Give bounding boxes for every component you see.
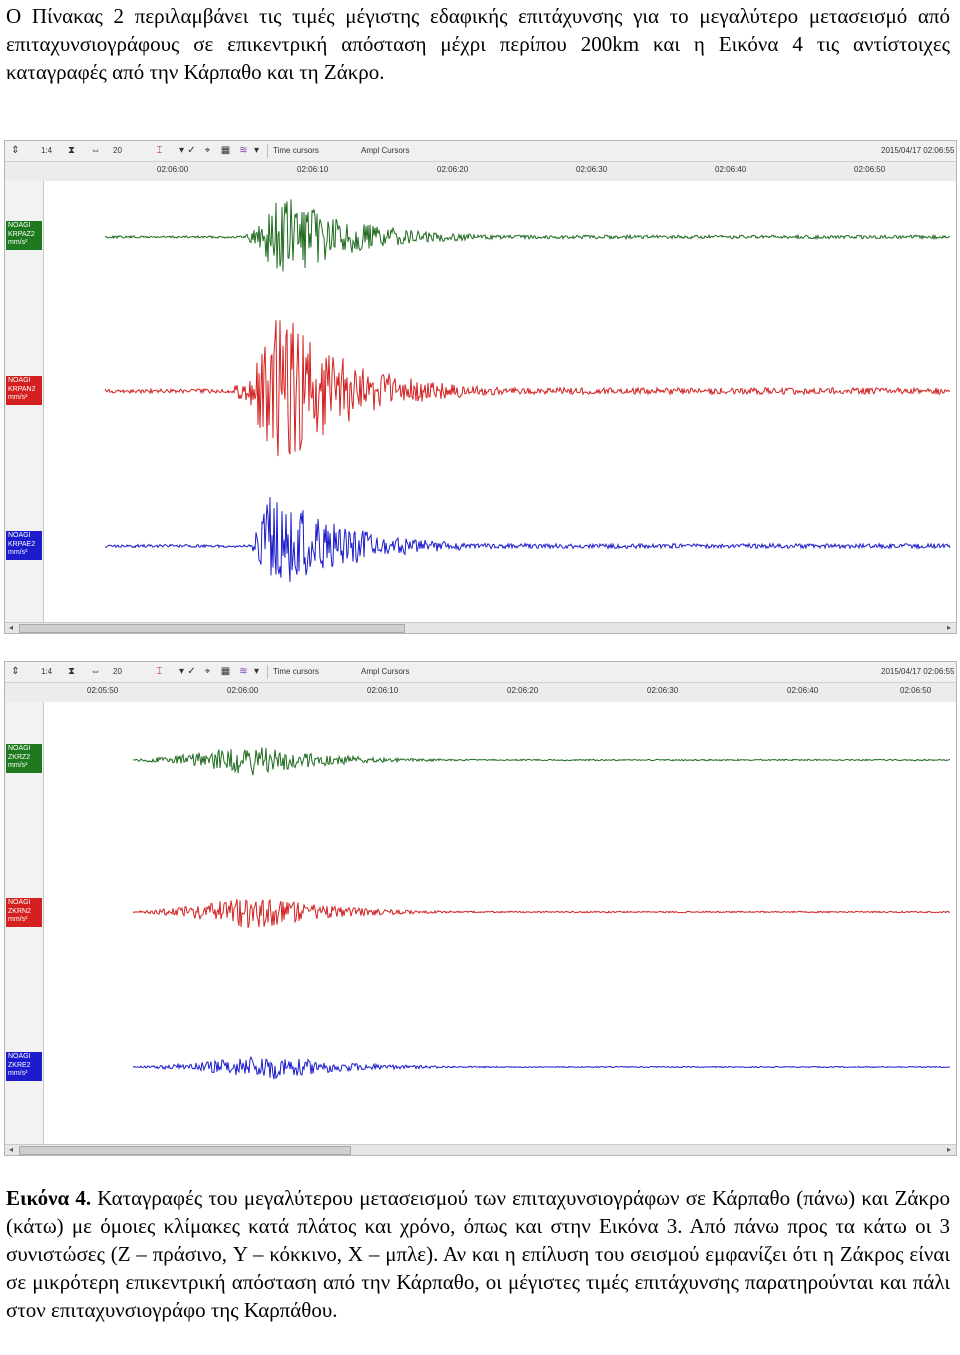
crosshair-icon[interactable]: ⌖	[204, 145, 211, 156]
waveform-trace	[104, 497, 951, 582]
channel-label-zkrz2[interactable]: NOAGI ZKRZ2 mm/s²	[6, 744, 42, 773]
channel-label-zkrn2[interactable]: NOAGI ZKRN2 mm/s²	[6, 898, 42, 927]
checkmark-icon[interactable]: ✓	[187, 145, 196, 156]
viewer-toolbar: ⇕ 1:4 ⧗ ⇔ 20 ⌶ ▾ ✓ ⌖ ▦ ≋ ▾ Time cursors …	[5, 662, 956, 683]
figure-caption: Εικόνα 4. Καταγραφές του μεγαλύτερου μετ…	[6, 1184, 950, 1324]
scrollbar-thumb[interactable]	[19, 1146, 351, 1155]
time-tick: 02:05:50	[87, 686, 119, 695]
pick-cursor-icon[interactable]: ⌶	[156, 145, 163, 156]
time-axis: 02:06:00 02:06:10 02:06:20 02:06:30 02:0…	[5, 162, 956, 180]
filter-icon[interactable]: ≋	[239, 145, 248, 156]
count-value[interactable]: 20	[113, 667, 122, 676]
caption-label: Εικόνα 4.	[6, 1186, 92, 1210]
time-tick: 02:06:50	[900, 686, 932, 695]
time-tick: 02:06:50	[854, 165, 886, 174]
dropdown-arrow-icon[interactable]: ▾	[253, 666, 260, 677]
time-tick: 02:06:40	[787, 686, 819, 695]
time-tick: 02:06:10	[367, 686, 399, 695]
channel-label-zkre2[interactable]: NOAGI ZKRE2 mm/s²	[6, 1052, 42, 1081]
scale-value[interactable]: 1:4	[41, 667, 53, 676]
waveform-plot	[132, 747, 951, 1080]
filter-icon[interactable]: ≋	[239, 666, 248, 677]
time-tick: 02:06:30	[576, 165, 608, 174]
time-tick: 02:06:10	[297, 165, 329, 174]
time-tick: 02:06:30	[647, 686, 679, 695]
time-tick: 02:06:20	[437, 165, 469, 174]
horizontal-scrollbar[interactable]: ◂ ▸	[5, 622, 956, 633]
ampl-cursors-label[interactable]: Ampl Cursors	[361, 667, 410, 676]
time-axis: 02:05:50 02:06:00 02:06:10 02:06:20 02:0…	[5, 683, 956, 701]
viewer-toolbar: ⇕ 1:4 ⧗ ⇔ 20 ⌶ ▾ ✓ ⌖ ▦ ≋ ▾ Time cursors …	[5, 141, 956, 162]
dropdown-arrow-icon[interactable]: ▾	[178, 145, 185, 156]
time-tick: 02:06:40	[715, 165, 747, 174]
waveform-trace	[132, 1055, 951, 1080]
time-tick: 02:06:00	[227, 686, 259, 695]
scrollbar-thumb[interactable]	[19, 624, 405, 633]
channel-label-krpaz2[interactable]: NOAGI KRPAZ2 mm/s²	[6, 221, 42, 250]
count-value[interactable]: 20	[113, 146, 122, 155]
scroll-left-icon[interactable]: ◂	[8, 1145, 13, 1154]
datetime-readout: 2015/04/17 02:06:55	[881, 146, 955, 155]
scroll-right-icon[interactable]: ▸	[946, 1145, 951, 1154]
time-cursors-label[interactable]: Time cursors	[273, 667, 319, 676]
pick-cursor-icon[interactable]: ⌶	[156, 666, 163, 677]
dropdown-arrow-icon[interactable]: ▾	[253, 145, 260, 156]
table-icon[interactable]: ▦	[220, 145, 231, 156]
waveform-trace	[132, 747, 951, 776]
crosshair-icon[interactable]: ⌖	[204, 666, 211, 677]
checkmark-icon[interactable]: ✓	[187, 666, 196, 677]
dropdown-arrow-icon[interactable]: ▾	[178, 666, 185, 677]
channel-sidebar: NOAGI KRPAZ2 mm/s² NOAGI KRPAN2 mm/s² NOAGI K…	[5, 181, 44, 622]
datetime-readout: 2015/04/17 02:06:55	[881, 667, 955, 676]
time-cursors-label[interactable]: Time cursors	[273, 146, 319, 155]
expand-horizontal-icon[interactable]: ⇔	[90, 145, 101, 156]
time-tick: 02:06:00	[157, 165, 189, 174]
intro-paragraph: Ο Πίνακας 2 περιλαμβάνει τις τιμές μέγισ…	[6, 4, 950, 84]
trace-area: NOAGI KRPAZ2 mm/s² NOAGI KRPAN2 mm/s² NOAGI K…	[5, 181, 956, 622]
expand-horizontal-icon[interactable]: ⇔	[90, 666, 101, 677]
waveform-trace	[104, 199, 951, 272]
hourglass-icon[interactable]: ⧗	[67, 145, 76, 156]
channel-label-krpan2[interactable]: NOAGI KRPAN2 mm/s²	[6, 376, 42, 405]
scroll-right-icon[interactable]: ▸	[946, 623, 951, 632]
seismogram-panel-karpathos: ⇕ 1:4 ⧗ ⇔ 20 ⌶ ▾ ✓ ⌖ ▦ ≋ ▾ Time cursors …	[4, 140, 957, 634]
channel-sidebar: NOAGI ZKRZ2 mm/s² NOAGI ZKRN2 mm/s² NOAGI ZKR…	[5, 702, 44, 1144]
waveform-plot	[104, 199, 951, 582]
seismogram-panel-zakros: ⇕ 1:4 ⧗ ⇔ 20 ⌶ ▾ ✓ ⌖ ▦ ≋ ▾ Time cursors …	[4, 661, 957, 1156]
table-icon[interactable]: ▦	[220, 666, 231, 677]
waveform-trace	[132, 898, 950, 928]
trace-area: NOAGI ZKRZ2 mm/s² NOAGI ZKRN2 mm/s² NOAGI ZKR…	[5, 702, 956, 1144]
time-tick: 02:06:20	[507, 686, 539, 695]
ampl-cursors-label[interactable]: Ampl Cursors	[361, 146, 410, 155]
caption-text: Καταγραφές του μεγαλύτερου μετασεισμού τ…	[6, 1186, 950, 1322]
waveform-trace	[104, 320, 951, 457]
zoom-fit-icon[interactable]: ⇕	[11, 666, 20, 677]
scroll-left-icon[interactable]: ◂	[8, 623, 13, 632]
scale-value[interactable]: 1:4	[41, 146, 53, 155]
channel-label-krpae2[interactable]: NOAGI KRPAE2 mm/s²	[6, 531, 42, 560]
horizontal-scrollbar[interactable]: ◂ ▸	[5, 1144, 956, 1155]
hourglass-icon[interactable]: ⧗	[67, 666, 76, 677]
zoom-fit-icon[interactable]: ⇕	[11, 145, 20, 156]
